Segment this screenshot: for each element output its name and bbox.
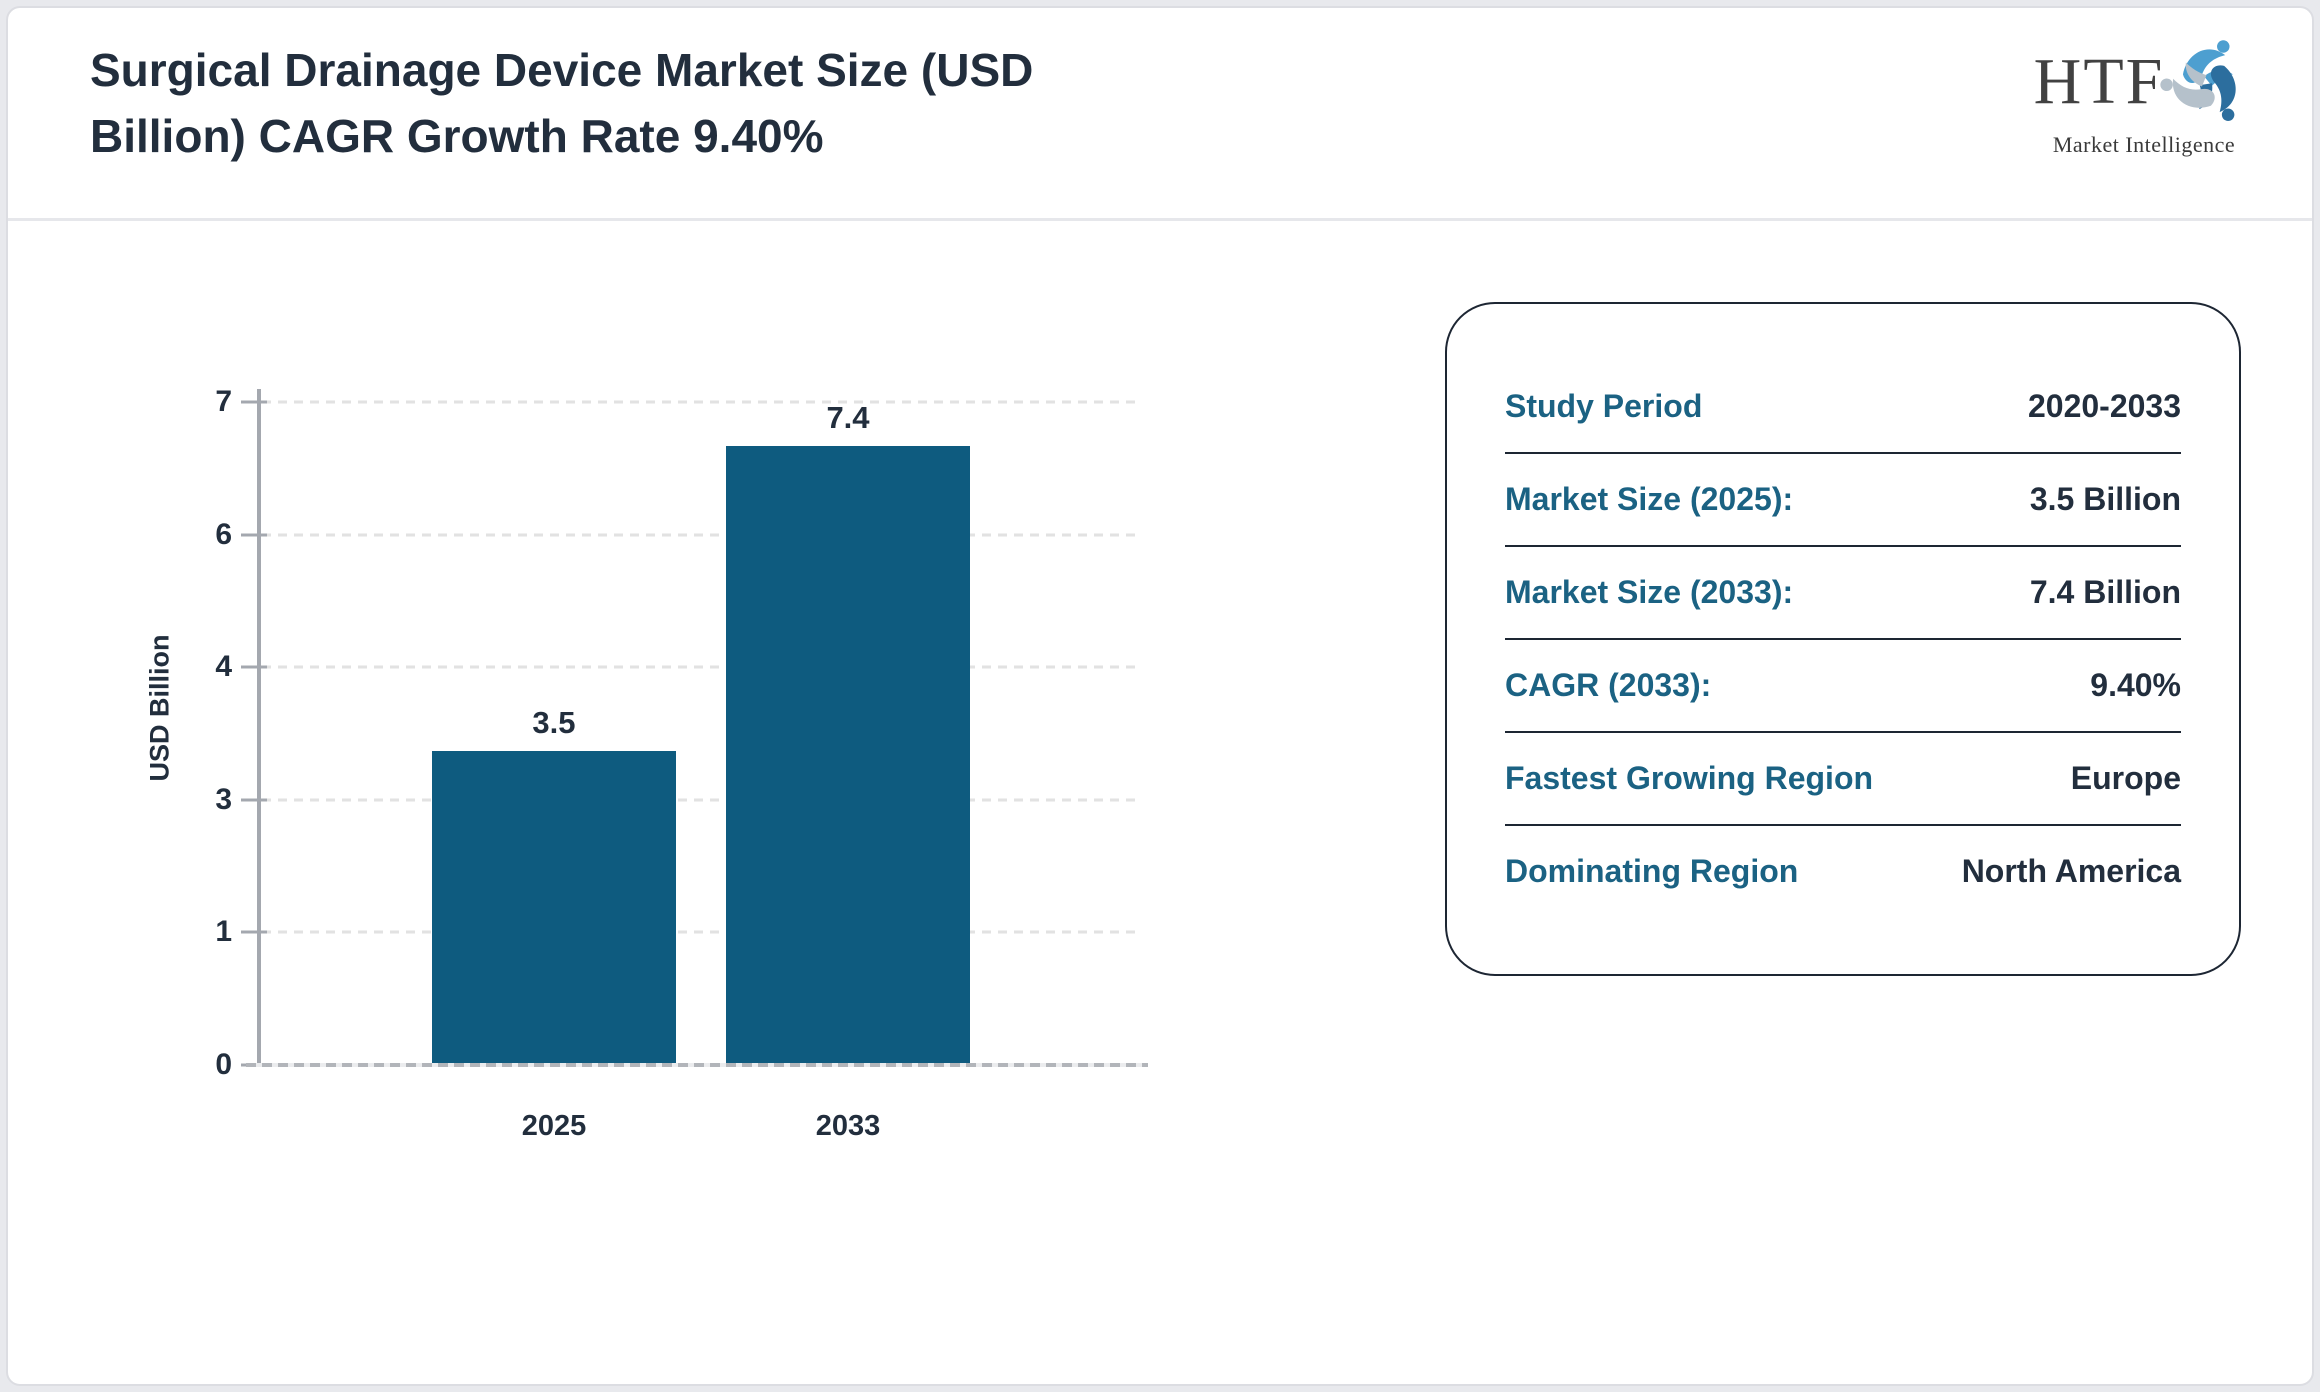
panel-row-value: North America [1961, 853, 2181, 889]
gridline [262, 930, 1142, 934]
x-category-label: 2025 [521, 1110, 587, 1142]
panel-row-value: 2020-2033 [2027, 388, 2181, 424]
panel-row-value: 3.5 Billion [2029, 481, 2181, 517]
panel-row-divider [1505, 731, 2181, 733]
y-tick-mark [241, 400, 267, 404]
htf-swirl-icon [2160, 40, 2237, 121]
report-card: Surgical Drainage Device Market Size (US… [6, 6, 2314, 1386]
gridline [262, 798, 1142, 802]
page-title-line-2: Billion) CAGR Growth Rate 9.40% [90, 109, 824, 162]
gridline [262, 665, 1142, 669]
y-tick-label: 3 [215, 782, 232, 816]
page-title-line-1: Surgical Drainage Device Market Size (US… [90, 44, 1034, 96]
y-tick-label: 7 [215, 385, 232, 418]
htf-logo-tagline: Market Intelligence [2052, 132, 2236, 157]
panel-row-value: 7.4 Billion [2029, 574, 2181, 610]
htf-logo-brand-text: HTF [2033, 45, 2165, 118]
panel-row-market-size-2033: Market Size (2033): 7.4 Billion [1447, 547, 2239, 638]
y-tick-mark [241, 798, 267, 802]
y-tick-label: 0 [215, 1048, 232, 1081]
bar-group-2033: 7.4 2033 [726, 400, 970, 1142]
y-axis-title: USD Billion [144, 634, 175, 782]
bar-group-2025: 3.5 2025 [431, 402, 676, 1142]
y-tick-mark [241, 533, 267, 537]
panel-row-market-size-2025: Market Size (2025): 3.5 Billion [1447, 454, 2239, 545]
panel-row-label: Market Size (2033): [1505, 574, 1794, 610]
bar-value-label: 7.4 [826, 400, 870, 435]
gridline [262, 533, 1142, 537]
bar-value-label: 3.5 [532, 705, 576, 741]
panel-row-label: Fastest Growing Region [1505, 760, 1874, 796]
y-tick-label: 1 [215, 915, 232, 949]
header-divider [8, 218, 2312, 221]
x-category-label: 2033 [815, 1110, 881, 1142]
panel-row-divider [1505, 638, 2181, 640]
panel-row-label: Dominating Region [1505, 853, 1799, 889]
panel-row-label: Study Period [1505, 388, 1703, 424]
y-tick-mark [241, 930, 267, 934]
panel-row-label: Market Size (2025): [1505, 481, 1794, 517]
y-axis-line [257, 389, 261, 1066]
page-title: Surgical Drainage Device Market Size (US… [90, 38, 1370, 170]
panel-row-divider [1505, 545, 2181, 547]
summary-panel: Study Period 2020-2033 Market Size (2025… [1445, 302, 2241, 976]
x-axis-line [246, 1063, 1148, 1067]
y-tick-mark [241, 665, 267, 669]
bar-2025 [431, 751, 676, 1065]
panel-row-value: Europe [2070, 760, 2181, 796]
panel-row-divider [1505, 824, 2181, 826]
panel-row-fastest-growing-region: Fastest Growing Region Europe [1447, 733, 2239, 824]
panel-row-label: CAGR (2033): [1505, 667, 1712, 703]
panel-row-study-period: Study Period 2020-2033 [1447, 361, 2239, 452]
gridline [262, 400, 1142, 404]
panel-row-divider [1505, 452, 2181, 454]
panel-row-value: 9.40% [2090, 667, 2181, 703]
panel-row-cagr: CAGR (2033): 9.40% [1447, 640, 2239, 731]
htf-logo: HTF [2028, 34, 2260, 158]
panel-row-dominating-region: Dominating Region North America [1447, 826, 2239, 917]
htf-logo-row: HTF [2034, 34, 2255, 130]
bar-2033 [726, 446, 970, 1065]
plot-area: 0 1 3 4 6 7 3.5 2025 7.4 2033 [215, 387, 1148, 1142]
y-tick-label: 4 [215, 650, 232, 684]
y-tick-label: 6 [215, 517, 232, 551]
